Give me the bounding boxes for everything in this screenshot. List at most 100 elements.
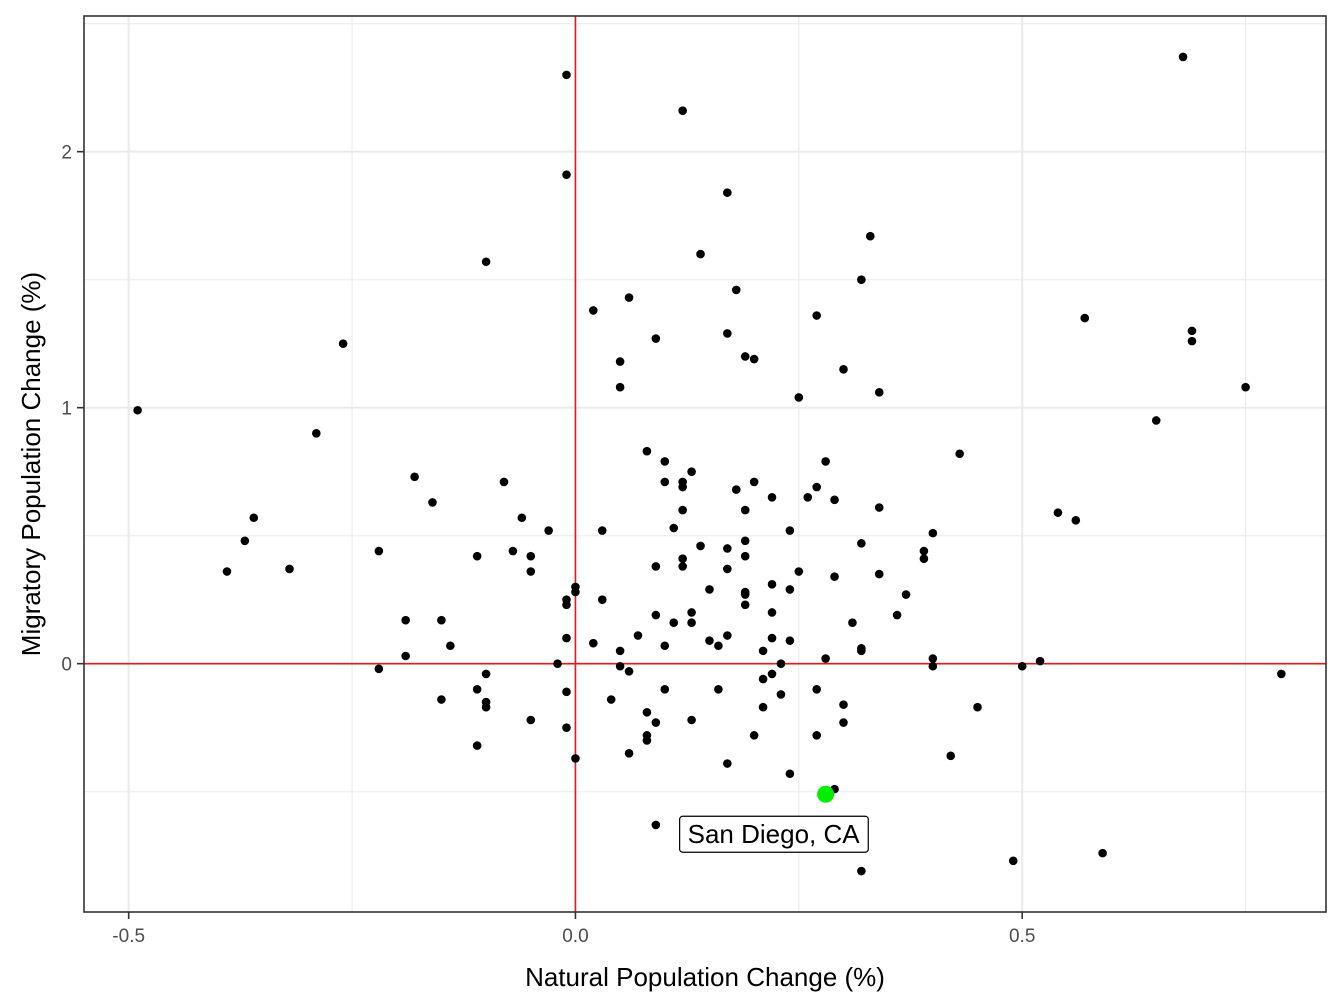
- data-point: [928, 528, 938, 538]
- data-point: [758, 674, 768, 684]
- data-point: [740, 352, 750, 361]
- data-point: [687, 608, 696, 617]
- x-tick-label: -0.5: [112, 926, 145, 947]
- data-point: [517, 513, 527, 523]
- data-point: [758, 702, 768, 712]
- data-point: [651, 718, 661, 727]
- x-axis-title: Natural Population Change (%): [525, 962, 885, 992]
- data-point: [481, 257, 491, 267]
- data-point: [669, 618, 679, 628]
- data-point: [562, 600, 571, 610]
- data-point: [1098, 848, 1107, 858]
- data-point: [660, 641, 670, 651]
- data-point: [428, 498, 437, 507]
- data-point: [687, 618, 696, 628]
- data-point: [401, 615, 410, 625]
- panel-border: [83, 15, 1327, 913]
- data-point: [740, 536, 750, 546]
- data-point: [338, 339, 348, 348]
- data-point: [740, 505, 750, 515]
- data-point: [767, 669, 777, 679]
- data-point: [624, 748, 634, 758]
- y-tick-label: 0: [61, 655, 72, 676]
- data-point: [1071, 516, 1081, 525]
- data-point: [767, 608, 777, 617]
- data-point: [731, 485, 741, 494]
- data-point: [240, 536, 250, 546]
- data-point: [472, 551, 482, 561]
- y-tick-label: 1: [61, 399, 72, 420]
- data-point: [660, 457, 670, 466]
- data-point: [678, 554, 687, 564]
- highlight-annotation: San Diego, CA: [679, 785, 869, 853]
- data-point: [678, 505, 687, 515]
- data-point: [839, 718, 848, 727]
- data-point: [651, 334, 661, 343]
- data-point: [928, 661, 938, 671]
- data-point: [678, 482, 687, 492]
- data-point: [562, 633, 571, 643]
- data-point: [749, 477, 759, 487]
- data-point: [785, 526, 795, 535]
- data-point: [472, 684, 482, 694]
- data-point: [955, 449, 964, 459]
- data-point: [830, 572, 839, 581]
- data-point: [1008, 856, 1018, 866]
- data-point: [446, 641, 455, 651]
- data-point: [553, 659, 562, 668]
- data-point: [848, 618, 857, 628]
- data-point: [794, 567, 804, 576]
- data-point: [481, 669, 491, 679]
- data-point: [857, 866, 866, 876]
- data-point: [589, 306, 598, 315]
- data-point: [624, 293, 634, 302]
- data-point: [687, 715, 696, 725]
- data-point: [857, 539, 866, 548]
- data-point: [776, 659, 786, 668]
- data-point: [312, 428, 321, 438]
- data-point: [633, 631, 643, 640]
- data-point: [812, 684, 821, 694]
- axes: -0.5 0.0 0.5 0 1 2: [61, 143, 1035, 947]
- data-point: [606, 695, 616, 704]
- data-point: [705, 636, 714, 645]
- data-point: [785, 585, 795, 594]
- data-point: [526, 715, 536, 725]
- data-point: [946, 751, 956, 761]
- data-point: [1017, 661, 1027, 671]
- data-point: [597, 595, 607, 604]
- data-point: [562, 723, 571, 732]
- data-point: [401, 651, 410, 661]
- data-point: [642, 708, 652, 717]
- reference-lines: [84, 16, 1326, 912]
- data-point: [526, 551, 536, 561]
- data-point: [705, 585, 714, 594]
- data-point: [803, 492, 813, 502]
- data-point: [589, 638, 598, 648]
- data-point: [544, 526, 553, 535]
- data-point: [919, 546, 929, 556]
- highlight-label-box: [679, 815, 869, 853]
- data-point: [767, 492, 777, 502]
- data-point: [785, 769, 795, 779]
- data-point: [874, 569, 884, 579]
- data-point: [830, 495, 839, 505]
- data-point: [723, 188, 732, 197]
- data-point: [615, 357, 625, 366]
- data-point: [249, 513, 259, 523]
- data-point: [615, 382, 625, 392]
- data-point: [133, 405, 142, 415]
- data-point: [437, 695, 446, 704]
- data-point: [857, 275, 866, 284]
- data-point: [1178, 52, 1188, 62]
- data-point: [839, 364, 848, 374]
- data-point: [562, 70, 571, 80]
- grid-lines: [84, 16, 1326, 912]
- data-point: [669, 523, 679, 533]
- data-point: [749, 354, 759, 364]
- data-point: [678, 106, 687, 116]
- data-point: [740, 551, 750, 561]
- data-point: [660, 684, 670, 694]
- data-point: [857, 646, 866, 656]
- data-point: [758, 646, 768, 656]
